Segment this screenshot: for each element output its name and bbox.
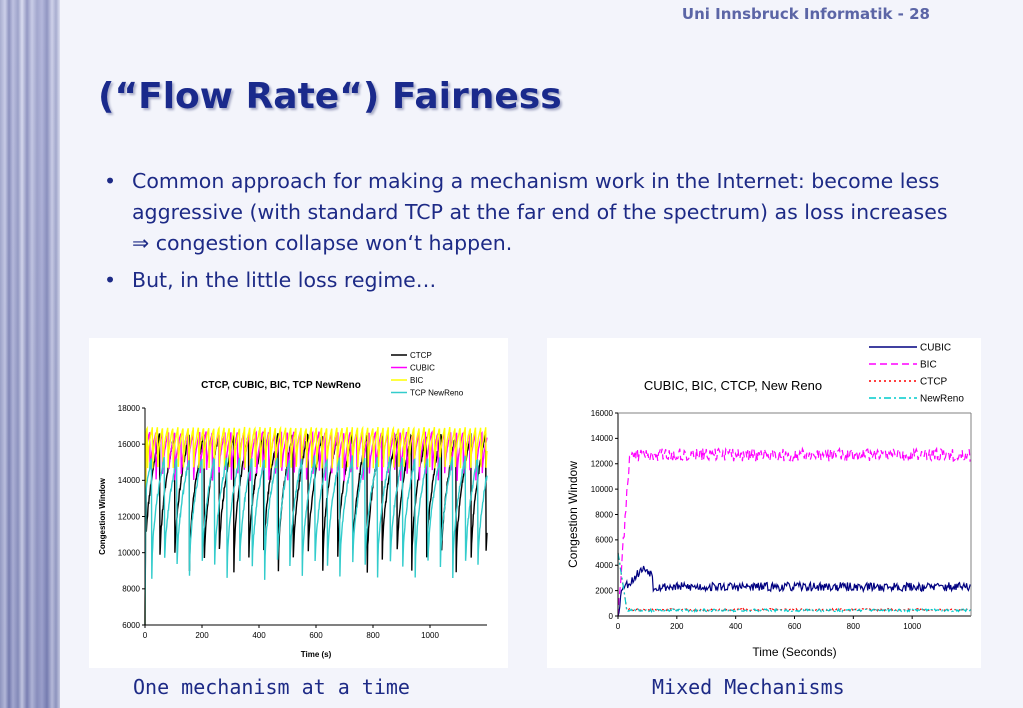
x-tick-label: 0	[143, 631, 148, 640]
slide-title: (“Flow Rate“) Fairness	[98, 76, 562, 117]
y-tick-label: 4000	[595, 561, 613, 570]
bullet-marker: •	[104, 169, 117, 193]
x-axis-label: Time (s)	[301, 650, 332, 659]
series-line-newreno	[617, 552, 972, 614]
implies-text: congestion collapse won‘t happen.	[149, 231, 513, 255]
bullet-text-2: But, in the little loss regime…	[132, 268, 437, 292]
legend-label-bic: BIC	[920, 360, 937, 371]
y-tick-label: 12000	[118, 512, 141, 521]
x-tick-label: 0	[616, 622, 621, 631]
series-line-bic	[617, 446, 972, 617]
y-tick-label: 16000	[118, 440, 141, 449]
x-tick-label: 600	[309, 631, 323, 640]
legend-label-cubic: CUBIC	[410, 363, 435, 372]
x-tick-label: 200	[670, 622, 684, 631]
y-tick-label: 14000	[591, 434, 614, 443]
series-line-tcp-newreno	[144, 455, 488, 626]
legend-label-tcp-newreno: TCP NewReno	[410, 388, 464, 397]
slide-header-label: Uni Innsbruck Informatik - 28	[681, 5, 930, 23]
y-tick-label: 2000	[595, 586, 613, 595]
legend-label-newreno: NewReno	[920, 394, 964, 405]
chart-right-panel: 0 2000 4000 6000 8000 10000 12000 14000 16000 0 20…	[547, 338, 981, 668]
series-line-cubic	[617, 565, 972, 617]
decorative-side-bar	[0, 0, 60, 708]
caption-left: One mechanism at a time	[133, 675, 410, 699]
bullet-list: • Common approach for making a mechanism…	[104, 166, 974, 296]
chart-left-panel: 6000 8000 10000 12000 14000 16000 18000 0 200 400…	[89, 338, 508, 668]
legend-label-ctcp: CTCP	[410, 351, 432, 360]
implies-symbol: ⇒	[132, 231, 150, 255]
y-tick-label: 0	[609, 612, 614, 621]
implies-line: ⇒ congestion collapse won‘t happen.	[132, 228, 974, 259]
bullet-text-1: Common approach for making a mechanism w…	[132, 169, 948, 224]
x-tick-label: 400	[252, 631, 266, 640]
y-tick-label: 6000	[122, 621, 140, 630]
x-tick-label: 400	[729, 622, 743, 631]
legend-label-ctcp: CTCP	[920, 377, 948, 388]
bullet-marker: •	[104, 268, 117, 292]
y-tick-label: 10000	[591, 485, 614, 494]
x-tick-label: 800	[847, 622, 861, 631]
x-tick-label: 1000	[421, 631, 439, 640]
y-axis-label: Congestion Window	[98, 477, 107, 555]
y-tick-label: 6000	[595, 536, 613, 545]
legend-label-bic: BIC	[410, 376, 424, 385]
y-tick-label: 12000	[591, 460, 614, 469]
x-tick-label: 600	[788, 622, 802, 631]
y-tick-label: 16000	[591, 409, 614, 418]
caption-right: Mixed Mechanisms	[652, 675, 845, 699]
y-tick-label: 10000	[118, 548, 141, 557]
y-tick-label: 18000	[118, 404, 141, 413]
y-tick-label: 8000	[595, 510, 613, 519]
series-line-ctcp	[144, 431, 488, 626]
chart-left-svg: 6000 8000 10000 12000 14000 16000 18000 0 200 400…	[98, 351, 488, 659]
y-tick-label: 14000	[118, 476, 141, 485]
x-tick-label: 800	[366, 631, 380, 640]
x-tick-label: 200	[195, 631, 209, 640]
x-axis-label: Time (Seconds)	[752, 645, 836, 659]
y-tick-label: 8000	[122, 585, 140, 594]
y-axis-label: Congestion Window	[566, 461, 580, 568]
bullet-item-2: • But, in the little loss regime…	[104, 265, 974, 296]
bullet-item-1: • Common approach for making a mechanism…	[104, 166, 974, 259]
series-line-bic	[144, 425, 488, 626]
chart-right-svg: 0 2000 4000 6000 8000 10000 12000 14000 16000 0 20…	[566, 343, 972, 659]
x-tick-label: 1000	[903, 622, 921, 631]
legend-label-cubic: CUBIC	[920, 343, 951, 354]
chart-title: CTCP, CUBIC, BIC, TCP NewReno	[201, 380, 361, 391]
chart-title: CUBIC, BIC, CTCP, New Reno	[644, 378, 822, 393]
